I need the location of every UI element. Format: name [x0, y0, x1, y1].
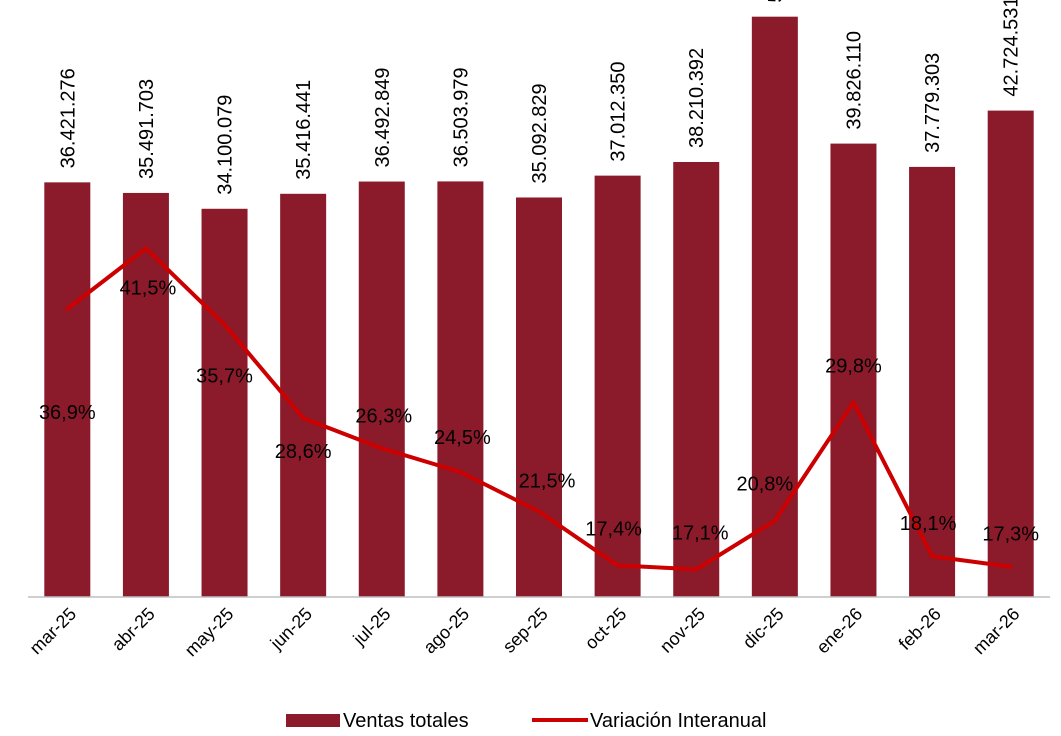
bar-value-label: 37.012.350 — [608, 62, 630, 162]
x-tick-labels: mar-25 abr-25 may-25 jun-25 jul-25 ago-25 sep-… — [26, 604, 1024, 661]
line-value-label: 17,3% — [982, 524, 1039, 546]
bar-value-label: 34.100.079 — [215, 95, 237, 195]
bar-jun-25 — [280, 193, 327, 598]
legend-swatch-bars — [286, 714, 340, 727]
line-value-label: 26,3% — [355, 405, 412, 427]
bar-ene-26 — [830, 143, 877, 597]
bar-may-25 — [201, 208, 248, 597]
bar-nov-25 — [673, 161, 720, 597]
x-tick-label: oct-25 — [581, 604, 631, 654]
x-tick-label: feb-26 — [895, 604, 945, 654]
line-layer: 36,9% 41,5% 35,7% 28,6% 26,3% 24,5% 21,5% 17,4%… — [39, 246, 1039, 572]
line-value-label: 20,8% — [736, 474, 793, 496]
bar-value-label: 38.210.392 — [686, 48, 708, 148]
x-tick-label: dic-25 — [739, 604, 788, 653]
x-tick-label: sep-25 — [499, 604, 552, 657]
legend-label-bars: Ventas totales — [343, 710, 469, 732]
bar-value-label: 50.973.722 — [765, 0, 787, 3]
bar-value-label: 36.492.849 — [372, 67, 394, 167]
bar-value-label: 36.503.979 — [450, 67, 472, 167]
line-value-label: 36,9% — [39, 402, 96, 424]
x-tick-label: ene-26 — [813, 604, 867, 658]
bar-mar-26 — [987, 110, 1034, 597]
line-value-label: 17,1% — [672, 522, 729, 544]
bar-value-label: 35.491.703 — [136, 79, 158, 179]
bar-value-label: 37.779.303 — [922, 53, 944, 153]
x-tick-label: may-25 — [181, 604, 238, 661]
bar-oct-25 — [594, 175, 641, 597]
x-tick-label: mar-26 — [969, 604, 1023, 658]
bar-value-label: 39.826.110 — [843, 31, 865, 130]
bars-layer: 36.421.276 35.491.703 34.100.079 35.416.441… — [44, 0, 1034, 598]
line-value-label: 24,5% — [434, 427, 491, 449]
line-value-label: 18,1% — [900, 513, 957, 535]
line-series-path — [65, 246, 1013, 572]
x-tick-label: abr-25 — [108, 604, 159, 655]
bar-value-label: 42.724.531 — [1001, 0, 1023, 97]
bar-abr-25 — [122, 192, 169, 597]
x-tick-label: jul-25 — [349, 604, 395, 650]
legend: Ventas totales Variación Interanual — [286, 710, 766, 732]
line-value-label: 28,6% — [275, 441, 332, 463]
bar-jul-25 — [358, 181, 405, 597]
bar-value-label: 36.421.276 — [57, 68, 79, 168]
bar-ago-25 — [437, 181, 484, 597]
line-value-label: 17,4% — [585, 518, 642, 540]
x-tick-label: jun-25 — [266, 604, 316, 654]
bar-dic-25 — [751, 16, 798, 598]
line-value-label: 21,5% — [519, 470, 576, 492]
line-value-label: 29,8% — [825, 355, 882, 377]
x-tick-label: ago-25 — [419, 604, 473, 658]
x-tick-label: nov-25 — [656, 604, 709, 657]
x-tick-label: mar-25 — [26, 604, 80, 658]
bar-value-label: 35.416.441 — [293, 80, 315, 180]
bar-sep-25 — [516, 197, 562, 598]
line-value-label: 35,7% — [196, 366, 253, 388]
legend-label-line: Variación Interanual — [590, 710, 766, 732]
line-value-label: 41,5% — [120, 277, 177, 299]
bar-mar-25 — [44, 182, 91, 597]
bar-value-label: 35.092.829 — [529, 83, 551, 183]
